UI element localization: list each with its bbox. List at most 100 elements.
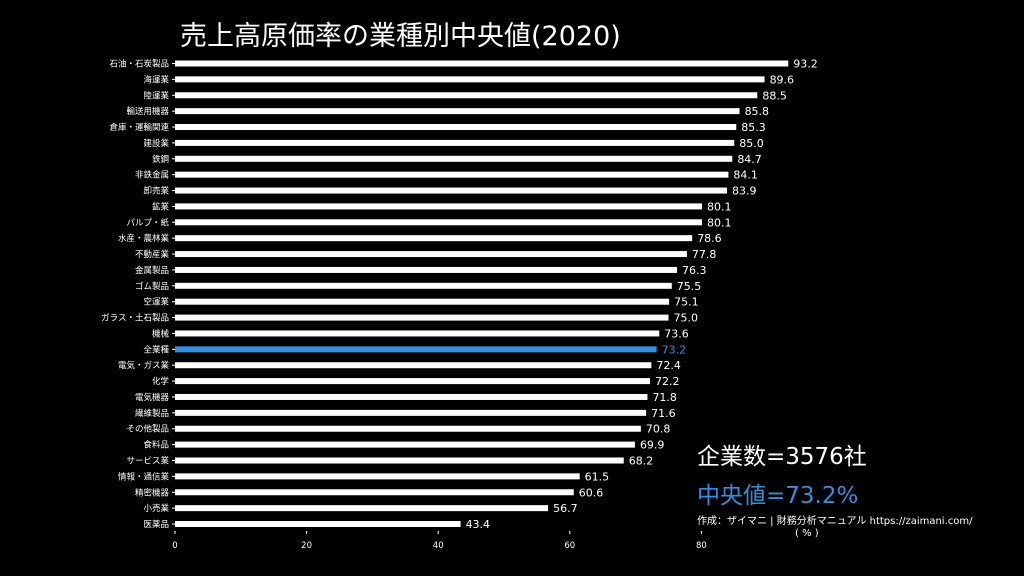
bar	[175, 171, 729, 178]
bar	[175, 346, 657, 353]
bar	[175, 505, 549, 512]
data-label: 70.8	[646, 423, 671, 436]
category-label: 空運業	[143, 297, 169, 308]
company-count: 企業数=3576社	[697, 444, 867, 470]
median-value: 中央値=73.2%	[697, 483, 859, 509]
bar	[175, 521, 461, 528]
data-label: 80.1	[707, 216, 732, 229]
category-label: 卸売業	[143, 186, 169, 197]
data-label: 60.6	[579, 486, 604, 499]
bar	[175, 362, 652, 369]
bar	[175, 235, 693, 242]
data-label: 73.2	[662, 343, 687, 356]
bar	[175, 489, 574, 496]
bar	[175, 378, 651, 385]
category-label: 電気・ガス業	[118, 360, 170, 371]
bar	[175, 108, 740, 115]
data-label: 72.4	[656, 359, 681, 372]
category-label: 建設業	[143, 138, 169, 149]
bar	[175, 409, 647, 416]
category-label: 小売業	[143, 503, 169, 514]
bar	[175, 92, 758, 99]
category-label: 金属製品	[135, 265, 169, 276]
category-label: 輸送用機器	[126, 106, 169, 117]
category-label: 精密機器	[135, 487, 170, 498]
data-label: 68.2	[629, 455, 654, 468]
category-label: 水産・農林業	[118, 233, 170, 244]
bar	[175, 251, 687, 258]
data-label: 56.7	[553, 502, 578, 515]
category-label: ゴム製品	[135, 281, 169, 292]
x-axis-unit: ( % )	[795, 528, 819, 539]
data-label: 71.6	[651, 407, 676, 420]
category-label: ガラス・土石製品	[101, 313, 169, 324]
data-label: 85.3	[741, 121, 766, 134]
category-label: 食料品	[143, 440, 169, 451]
bar	[175, 457, 624, 464]
bar	[175, 330, 660, 337]
bar	[175, 425, 641, 432]
bar	[175, 219, 703, 226]
category-label: 不動産業	[135, 249, 170, 260]
data-label: 76.3	[682, 264, 707, 277]
category-label: 化学	[152, 376, 170, 387]
data-label: 75.5	[677, 280, 702, 293]
category-label: 電気機器	[135, 392, 170, 403]
credit-text: 作成：ザイマニ | 財務分析マニュアル https://zaimani.com/	[697, 516, 973, 527]
bar	[175, 60, 789, 67]
data-label: 89.6	[770, 73, 795, 86]
category-label: 石油・石炭製品	[109, 59, 169, 70]
data-label: 84.7	[737, 153, 762, 166]
x-tick-label: 40	[433, 541, 444, 551]
bar	[175, 282, 672, 289]
category-label: 医薬品	[143, 519, 169, 530]
category-label: 全業種	[143, 344, 169, 355]
bar	[175, 314, 669, 321]
data-label: 61.5	[585, 470, 610, 483]
data-label: 72.2	[655, 375, 680, 388]
category-label: 非鉄金属	[135, 170, 169, 181]
category-label: 鉱業	[152, 201, 170, 212]
category-label: 海運業	[143, 74, 169, 85]
data-label: 93.2	[793, 58, 818, 71]
x-tick-label: 80	[696, 541, 707, 551]
category-label: 陸運業	[143, 90, 169, 101]
category-label: 情報・通信業	[118, 471, 170, 482]
category-label: パルプ・紙	[126, 217, 169, 228]
bar	[175, 473, 580, 480]
x-tick-label: 0	[172, 541, 177, 551]
data-label: 73.6	[664, 327, 689, 340]
category-label: 繊維製品	[135, 408, 169, 419]
data-label: 77.8	[692, 248, 717, 261]
category-label: 鉄鋼	[152, 154, 169, 165]
bar	[175, 155, 733, 162]
bar	[175, 266, 678, 273]
bar	[175, 203, 703, 210]
data-label: 71.8	[652, 391, 677, 404]
chart-title: 売上高原価率の業種別中央値(2020)	[180, 21, 621, 52]
bar	[175, 76, 765, 83]
data-label: 69.9	[640, 439, 665, 452]
data-label: 80.1	[707, 200, 732, 213]
data-label: 75.0	[674, 312, 699, 325]
category-label: サービス業	[126, 456, 169, 467]
data-label: 75.1	[674, 296, 699, 309]
category-label: 倉庫・運輸関連	[109, 122, 169, 133]
data-label: 43.4	[466, 518, 491, 531]
bar	[175, 124, 737, 131]
bar	[175, 441, 635, 448]
data-label: 78.6	[697, 232, 722, 245]
x-tick-label: 20	[301, 541, 312, 551]
bar	[175, 139, 735, 146]
data-label: 85.0	[739, 137, 764, 150]
bar	[175, 393, 648, 400]
data-label: 85.8	[745, 105, 770, 118]
category-label: 機械	[152, 328, 170, 339]
category-label: その他製品	[126, 424, 169, 435]
bar	[175, 298, 670, 305]
data-label: 84.1	[733, 169, 758, 182]
data-label: 88.5	[762, 89, 787, 102]
bar	[175, 187, 728, 194]
x-tick-label: 60	[564, 541, 575, 551]
